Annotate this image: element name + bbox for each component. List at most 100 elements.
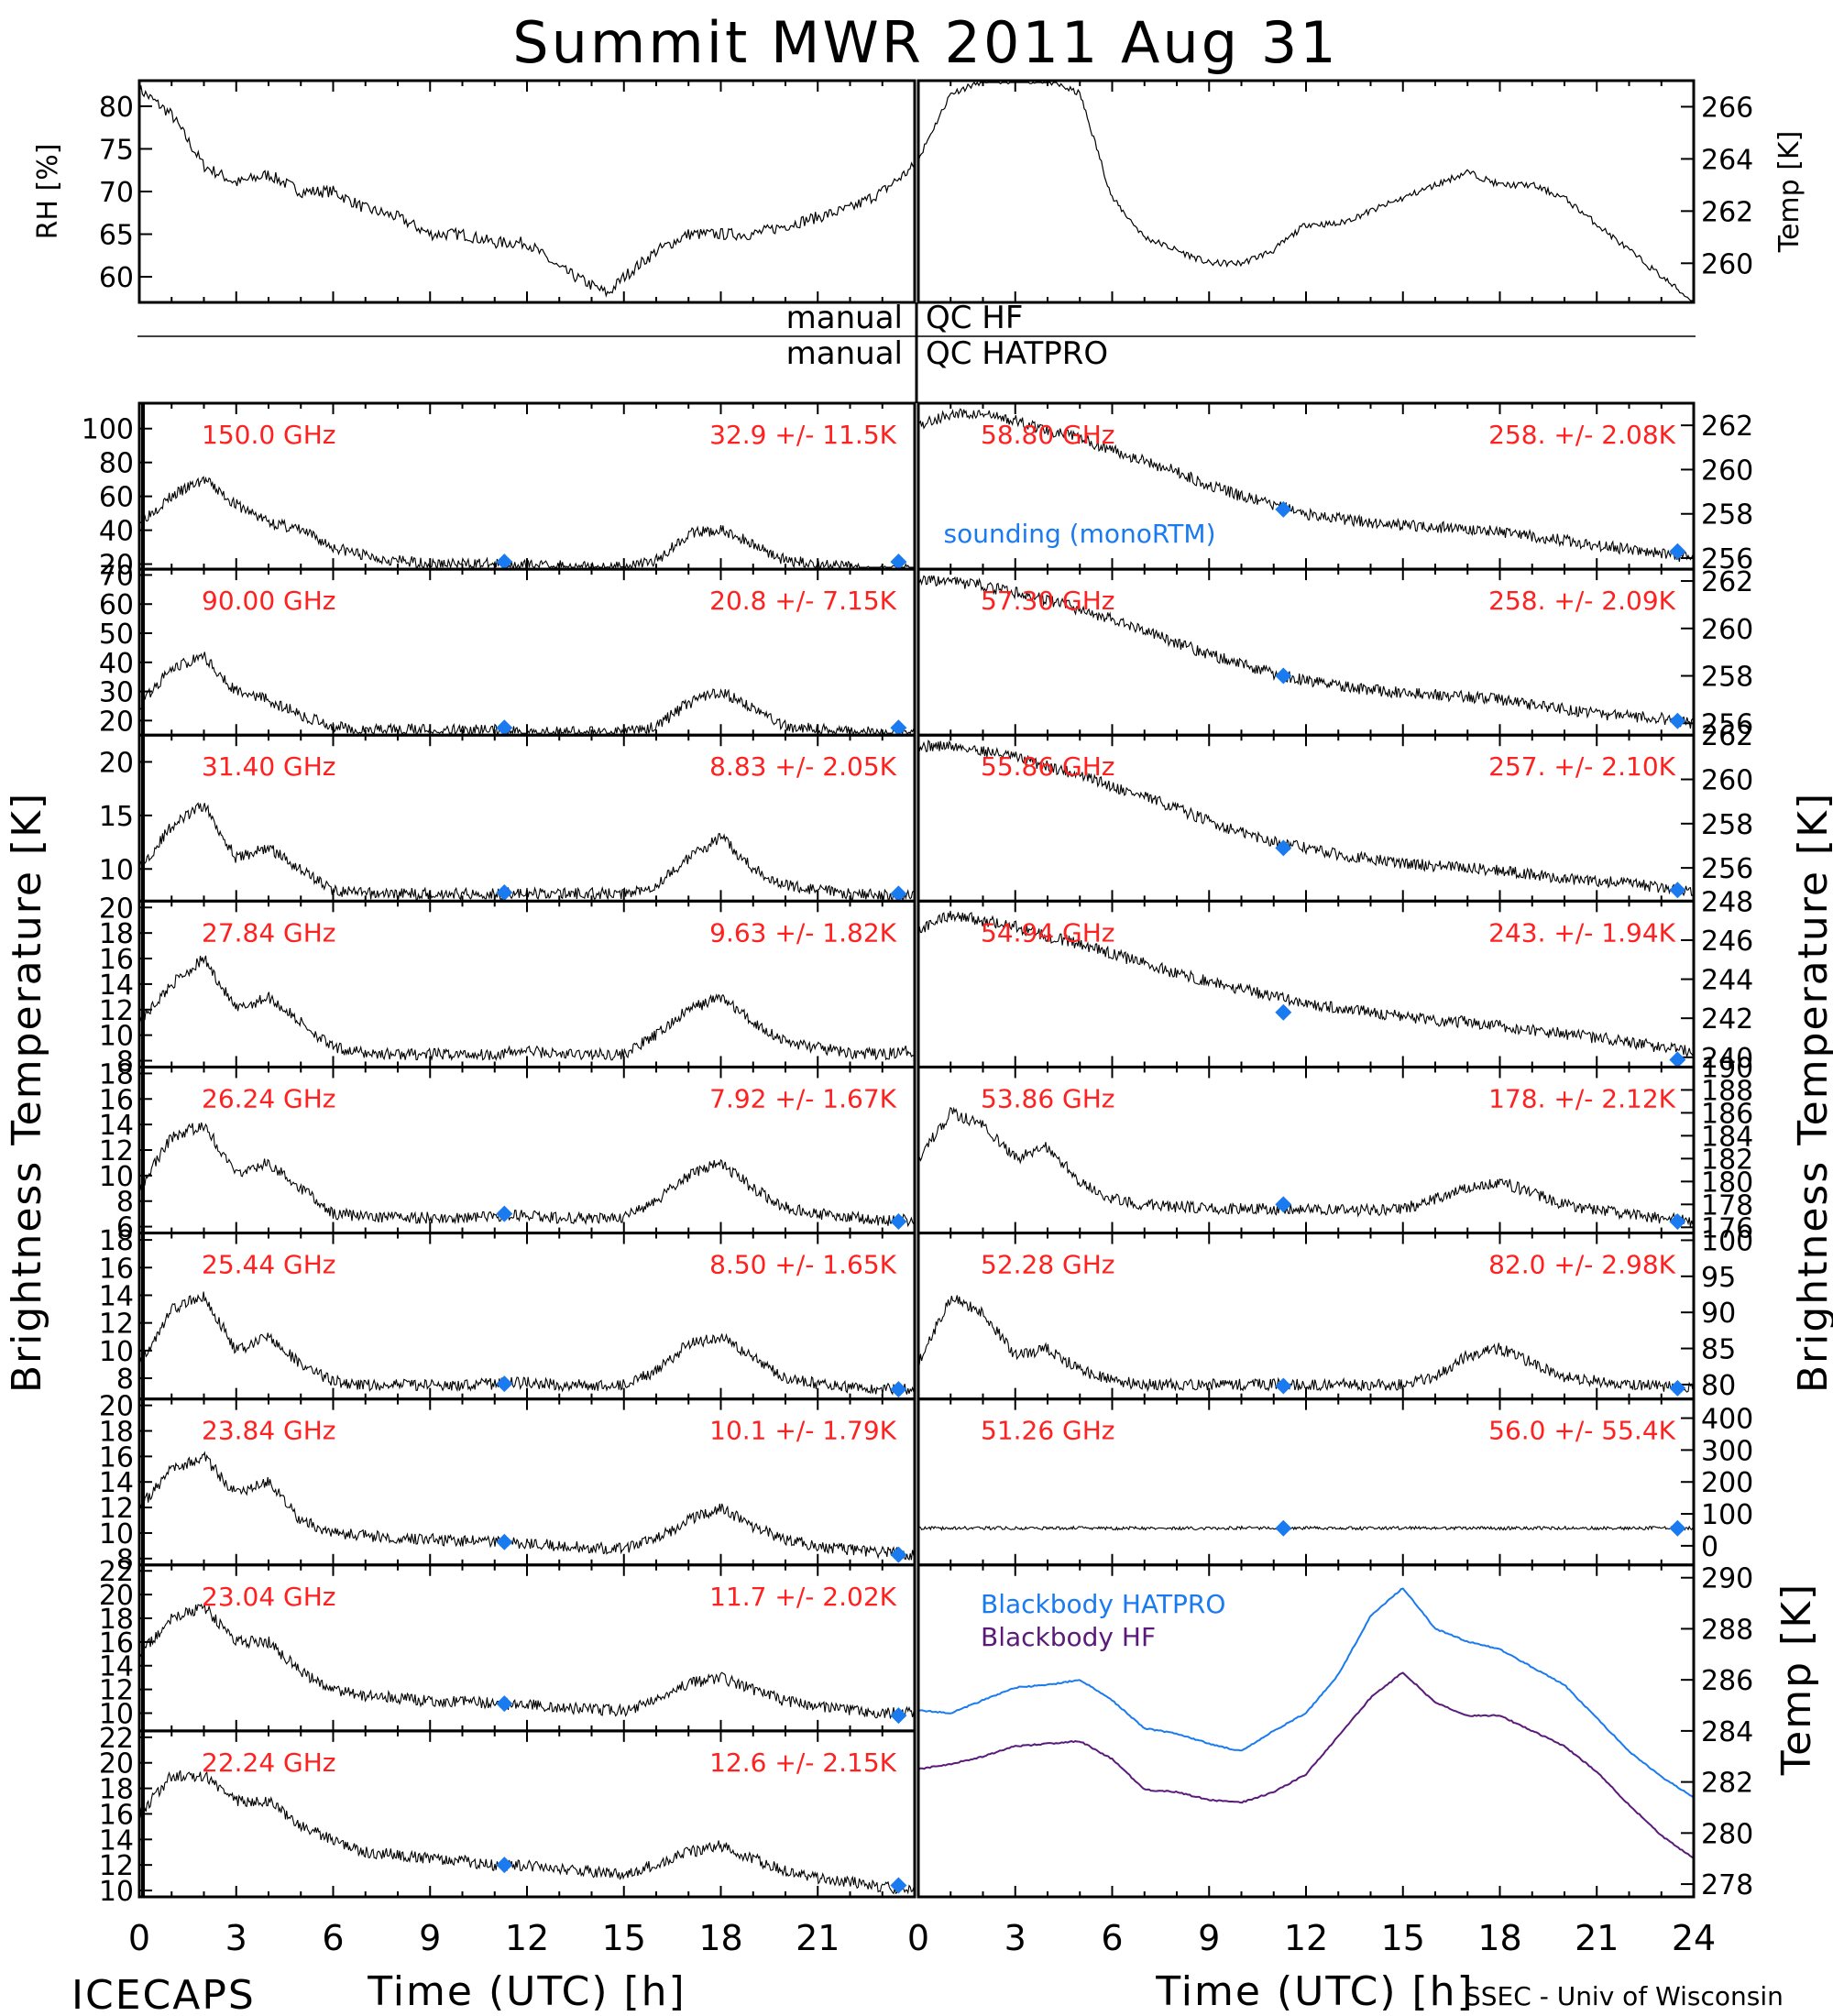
ch-150-ytick-label: 80: [99, 448, 134, 480]
ch-58.80-ytick-label: 260: [1701, 455, 1753, 487]
left-ylabel: Brightness Temperature [K]: [4, 792, 50, 1393]
ch-31-ytick-label: 20: [99, 747, 134, 779]
ch-26-label: 26.24 GHz: [202, 1083, 336, 1113]
ch-54.94-ytick-label: 242: [1701, 1003, 1753, 1035]
ch-57.30-stats: 258. +/- 2.09K: [1488, 586, 1675, 616]
ch-27-ytick-label: 16: [99, 944, 134, 976]
ch-54.94-sounding-point: [1275, 1003, 1292, 1021]
ch-53.86-ytick-label: 178: [1701, 1189, 1753, 1222]
xtick-label-left: 0: [128, 1918, 150, 1958]
ch-51.26-ytick-label: 100: [1701, 1499, 1753, 1531]
ch-58.80-stats: 258. +/- 2.08K: [1488, 420, 1675, 450]
legend-bb-hf: Blackbody HF: [981, 1622, 1156, 1652]
figure-title: Summit MWR 2011 Aug 31: [512, 9, 1338, 76]
ch-52.28-stats: 82.0 +/- 2.98K: [1488, 1250, 1675, 1280]
legend-bb-hatpro: Blackbody HATPRO: [981, 1589, 1225, 1619]
temp-ylabel: Temp [K]: [1773, 131, 1806, 254]
ch-27-ytick-label: 12: [99, 995, 134, 1027]
ch-26-ytick-label: 18: [99, 1058, 134, 1090]
ch-23.04-ytick-label: 12: [99, 1675, 134, 1707]
ch-22.24-sounding-point: [890, 1877, 907, 1894]
ch-54.94-ytick-label: 248: [1701, 886, 1753, 918]
ch-23.04-ytick-label: 20: [99, 1580, 134, 1612]
ch-52.28-ytick-label: 80: [1701, 1370, 1736, 1402]
ch-55.86-ytick-label: 262: [1701, 720, 1753, 752]
xtick-label-right: 6: [1101, 1918, 1123, 1958]
ch-31-sounding-point: [496, 883, 513, 901]
ch-150-label: 150.0 GHz: [202, 420, 336, 450]
ch-52.28-sounding-point: [1669, 1379, 1686, 1397]
ch-26-edge: [141, 1067, 145, 1233]
ch-54.94-label: 54.94 GHz: [981, 917, 1115, 948]
ch-25-sounding-point: [496, 1375, 513, 1393]
ch-52.28-ytick-label: 90: [1701, 1298, 1736, 1330]
ch-52.28-trace: [917, 1295, 1695, 1394]
ch-150-ytick-label: 40: [99, 516, 134, 548]
ch-53.86-sounding-point: [1275, 1196, 1292, 1213]
blackbody-ytick-label: 278: [1701, 1869, 1753, 1901]
rh-ytick-label: 70: [99, 177, 134, 209]
ch-23.84-sounding-point: [890, 1546, 907, 1563]
ch-27-stats: 9.63 +/- 1.82K: [709, 917, 896, 948]
ch-25-sounding-point: [890, 1381, 907, 1398]
ch-23.04-ytick-label: 10: [99, 1698, 134, 1730]
ch-25-ytick-label: 8: [116, 1364, 134, 1396]
ch-26-ytick-label: 14: [99, 1110, 134, 1142]
temp-ytick-label: 266: [1701, 92, 1753, 124]
ch-57.30-sounding-point: [1669, 712, 1686, 729]
ch-23.04-ytick-label: 18: [99, 1604, 134, 1636]
ch-25-trace: [138, 1291, 916, 1396]
ch-57.30-sounding-point: [1275, 667, 1292, 685]
ch-90-ytick-label: 60: [99, 589, 134, 621]
ch-23.04-ytick-label: 22: [99, 1556, 134, 1588]
ch-58.80-label: 58.80 GHz: [981, 420, 1115, 450]
ch-25-ytick-label: 10: [99, 1336, 134, 1368]
ch-23.84-trace: [138, 1451, 916, 1561]
blackbody-series-0: [917, 1587, 1695, 1799]
rh-ytick-label: 65: [99, 220, 134, 252]
blackbody-ytick-label: 280: [1701, 1818, 1753, 1850]
ch-27-edge: [141, 901, 145, 1068]
ch-53.86-ytick-label: 188: [1701, 1075, 1753, 1107]
ch-58.80-trace: [917, 408, 1695, 564]
ch-54.94-stats: 243. +/- 1.94K: [1488, 917, 1675, 948]
ch-54.94-ytick-label: 246: [1701, 926, 1753, 958]
ch-22.24-label: 22.24 GHz: [202, 1748, 336, 1778]
ch-22.24-ytick-label: 10: [99, 1876, 134, 1908]
xlabel-right: Time (UTC) [h]: [1155, 1968, 1474, 2015]
ch-23.84-ytick-label: 20: [99, 1391, 134, 1423]
ch-27-ytick-label: 8: [116, 1046, 134, 1078]
footer-left: ICECAPS: [71, 1972, 256, 2016]
ch-55.86-sounding-point: [1275, 839, 1292, 857]
ch-26-sounding-point: [496, 1205, 513, 1222]
ch-31-label: 31.40 GHz: [202, 751, 336, 782]
ch-26-ytick-label: 16: [99, 1084, 134, 1116]
ch-51.26-sounding-point: [1275, 1519, 1292, 1537]
xlabel-left: Time (UTC) [h]: [367, 1968, 686, 2015]
ch-51.26-ytick-label: 0: [1701, 1531, 1718, 1563]
ch-25-stats: 8.50 +/- 1.65K: [709, 1250, 896, 1280]
ch-23.84-ytick-label: 10: [99, 1518, 134, 1550]
ch-150-ytick-label: 20: [99, 550, 134, 582]
ch-90-ytick-label: 20: [99, 706, 134, 738]
ch-57.30-ytick-label: 260: [1701, 614, 1753, 646]
xtick-label-right: 12: [1284, 1918, 1328, 1958]
ch-57.30-ytick-label: 262: [1701, 566, 1753, 598]
ch-51.26-ytick-label: 300: [1701, 1435, 1753, 1467]
ch-23.04-trace: [138, 1603, 916, 1720]
ch-22.24-trace: [138, 1769, 916, 1895]
ch-54.94-sounding-point: [1669, 1051, 1686, 1068]
ch-54.94-ytick-label: 240: [1701, 1043, 1753, 1075]
ch-23.04-sounding-point: [496, 1695, 513, 1713]
ch-25-ytick-label: 14: [99, 1280, 134, 1312]
ch-52.28-ytick-label: 100: [1701, 1225, 1753, 1257]
ch-54.94-ytick-label: 244: [1701, 965, 1753, 997]
ch-23.84-ytick-label: 14: [99, 1467, 134, 1499]
xtick-label-right: 21: [1575, 1918, 1619, 1958]
ch-90-ytick-label: 70: [99, 560, 134, 592]
qc-label-hf: QC HF: [926, 300, 1023, 336]
